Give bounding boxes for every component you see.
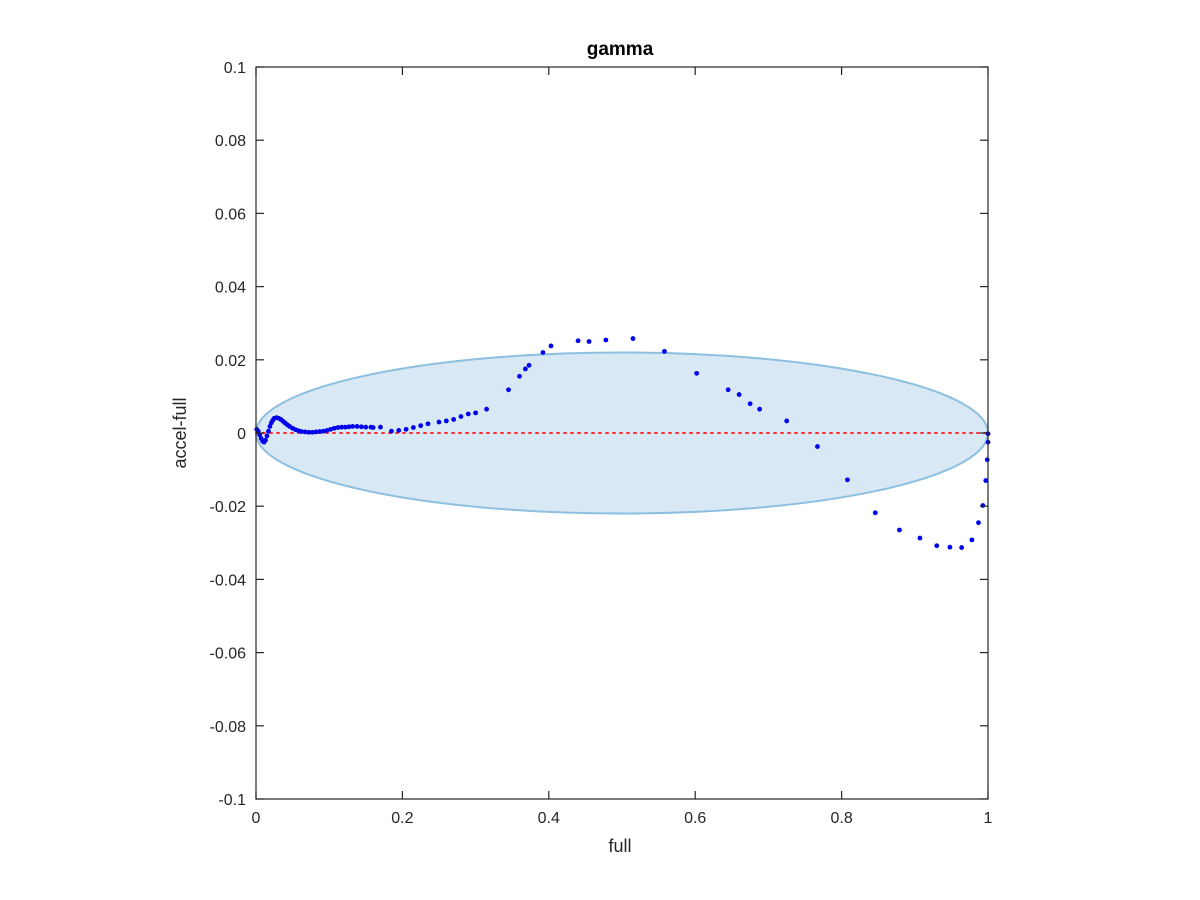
- y-tick-label: 0.1: [224, 60, 246, 77]
- x-tick-label: 0.4: [538, 810, 560, 827]
- data-point: [983, 478, 989, 483]
- data-point: [725, 387, 731, 393]
- tick-mark-layer: [255, 66, 989, 800]
- data-point: [264, 433, 270, 439]
- x-tick-label: 0.6: [684, 810, 706, 827]
- data-point: [575, 338, 581, 344]
- y-tick-label: 0.04: [215, 280, 246, 297]
- plot-area: [254, 66, 991, 800]
- data-point: [784, 418, 790, 424]
- data-point: [436, 419, 442, 425]
- x-tick-label: 0.8: [830, 810, 852, 827]
- data-point: [984, 457, 990, 463]
- data-point: [324, 428, 330, 433]
- data-point: [526, 362, 532, 368]
- data-point: [959, 545, 965, 550]
- data-point: [976, 520, 981, 526]
- data-point: [473, 410, 478, 416]
- data-point: [350, 424, 356, 429]
- data-point: [586, 339, 592, 344]
- data-point: [484, 406, 489, 412]
- data-point: [897, 527, 902, 533]
- data-point: [458, 414, 464, 419]
- data-point: [845, 477, 850, 483]
- data-point: [403, 426, 409, 432]
- y-axis-label: accel-full: [170, 397, 190, 468]
- y-tick-label: -0.1: [218, 792, 246, 809]
- data-point: [396, 428, 402, 433]
- data-point: [934, 543, 940, 549]
- y-tick-label: -0.04: [210, 572, 247, 589]
- data-point: [506, 387, 511, 393]
- y-tick-label: 0.06: [215, 206, 246, 223]
- data-point: [306, 429, 312, 435]
- data-point: [872, 510, 878, 516]
- data-point: [335, 425, 341, 430]
- y-tick-label: 0.08: [215, 133, 246, 150]
- data-point: [339, 424, 345, 430]
- data-point: [370, 425, 376, 430]
- y-tick-label: 0.02: [215, 353, 246, 370]
- data-point: [425, 421, 431, 427]
- data-points-layer: [254, 336, 991, 550]
- data-point: [302, 429, 308, 435]
- data-point: [346, 424, 352, 430]
- data-point: [465, 411, 471, 417]
- data-point: [969, 537, 975, 543]
- data-point: [309, 429, 315, 435]
- x-tick-label: 0.2: [391, 810, 413, 827]
- data-point: [363, 424, 369, 430]
- data-point: [263, 437, 268, 443]
- x-tick-labels: 0 0.2 0.4 0.6 0.8 1: [252, 810, 993, 827]
- data-point: [815, 444, 820, 449]
- x-tick-label: 0: [252, 810, 261, 827]
- data-point: [517, 373, 522, 379]
- data-point: [331, 425, 337, 431]
- x-tick-label: 1: [984, 810, 993, 827]
- data-point: [451, 417, 457, 422]
- data-point: [747, 401, 753, 407]
- data-point: [328, 426, 334, 432]
- data-point: [359, 424, 364, 430]
- data-point: [342, 424, 348, 430]
- chart-title: gamma: [587, 39, 654, 60]
- data-point: [694, 370, 700, 376]
- data-point: [257, 432, 263, 438]
- data-point: [443, 418, 449, 424]
- data-point: [630, 336, 636, 341]
- data-point: [266, 428, 271, 434]
- data-point: [548, 343, 554, 349]
- data-point: [736, 392, 742, 397]
- data-point: [603, 337, 609, 343]
- data-point: [757, 406, 763, 412]
- data-point: [320, 428, 326, 434]
- data-point: [255, 428, 261, 434]
- data-point: [410, 425, 416, 430]
- y-tick-label: 0: [237, 426, 246, 443]
- data-point: [317, 429, 323, 434]
- data-point: [354, 424, 360, 429]
- data-point: [298, 429, 304, 434]
- data-point: [522, 366, 528, 372]
- data-point: [980, 503, 986, 508]
- x-axis-label: full: [608, 836, 631, 856]
- data-point: [389, 428, 394, 434]
- data-point: [418, 423, 424, 429]
- data-point: [917, 535, 923, 541]
- y-tick-label: -0.06: [210, 646, 247, 663]
- data-point: [313, 429, 319, 435]
- data-point: [267, 424, 273, 429]
- data-point: [540, 350, 546, 355]
- data-point: [378, 424, 383, 430]
- y-tick-labels: -0.1 -0.08 -0.06 -0.04 -0.02 0 0.02 0.04 0.06 0.0…: [210, 60, 247, 809]
- y-tick-label: -0.02: [210, 499, 247, 516]
- data-point: [662, 348, 667, 354]
- data-point: [947, 544, 953, 550]
- y-tick-label: -0.08: [210, 719, 247, 736]
